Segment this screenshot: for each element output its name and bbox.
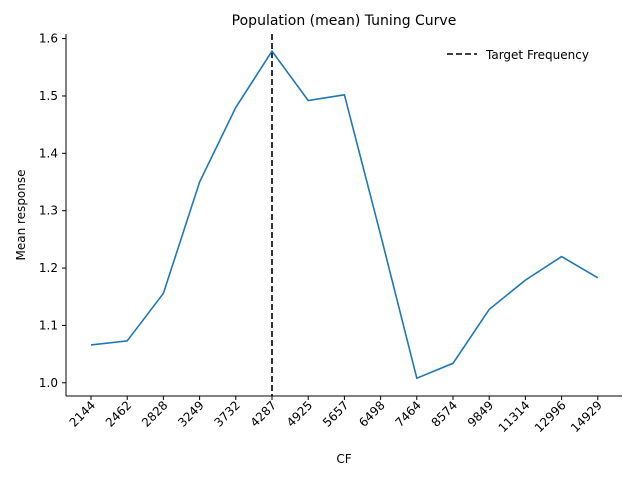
y-tick-label: 1.4 bbox=[39, 146, 58, 160]
x-tick-label: 11314 bbox=[496, 398, 533, 435]
x-tick-label: 7464 bbox=[392, 398, 423, 429]
x-axis-label: CF bbox=[336, 452, 351, 466]
x-tick-label: 9849 bbox=[465, 398, 496, 429]
y-tick-label: 1.1 bbox=[39, 318, 58, 332]
x-tick-label: 5657 bbox=[320, 398, 351, 429]
y-tick-label: 1.2 bbox=[39, 261, 58, 275]
x-tick-label: 8574 bbox=[429, 398, 460, 429]
x-tick-label: 14929 bbox=[568, 398, 605, 435]
legend: Target Frequency bbox=[447, 48, 589, 62]
y-tick-label: 1.3 bbox=[39, 204, 58, 218]
y-axis-ticks: 1.0 1.1 1.2 1.3 1.4 1.5 1.6 bbox=[39, 32, 66, 390]
y-axis-label: Mean response bbox=[14, 169, 28, 260]
x-tick-label: 3732 bbox=[211, 398, 242, 429]
chart-title: Population (mean) Tuning Curve bbox=[232, 13, 457, 29]
x-tick-label: 2462 bbox=[103, 398, 134, 429]
y-tick-label: 1.0 bbox=[39, 376, 58, 390]
x-tick-label: 2144 bbox=[67, 398, 98, 429]
y-tick-label: 1.6 bbox=[39, 32, 58, 46]
legend-label-target-frequency: Target Frequency bbox=[485, 48, 589, 62]
series-line-mean-response bbox=[90, 49, 599, 380]
x-tick-label: 2828 bbox=[139, 398, 170, 429]
x-tick-label: 3249 bbox=[175, 398, 206, 429]
y-tick-label: 1.5 bbox=[39, 89, 58, 103]
x-tick-label: 12996 bbox=[532, 398, 569, 435]
x-axis-ticks: 2144 2462 2828 3249 3732 4287 4925 5657 6498 7464… bbox=[67, 396, 605, 435]
x-tick-label: 4925 bbox=[284, 398, 315, 429]
x-tick-label: 4287 bbox=[248, 398, 279, 429]
x-tick-label: 6498 bbox=[356, 398, 387, 429]
